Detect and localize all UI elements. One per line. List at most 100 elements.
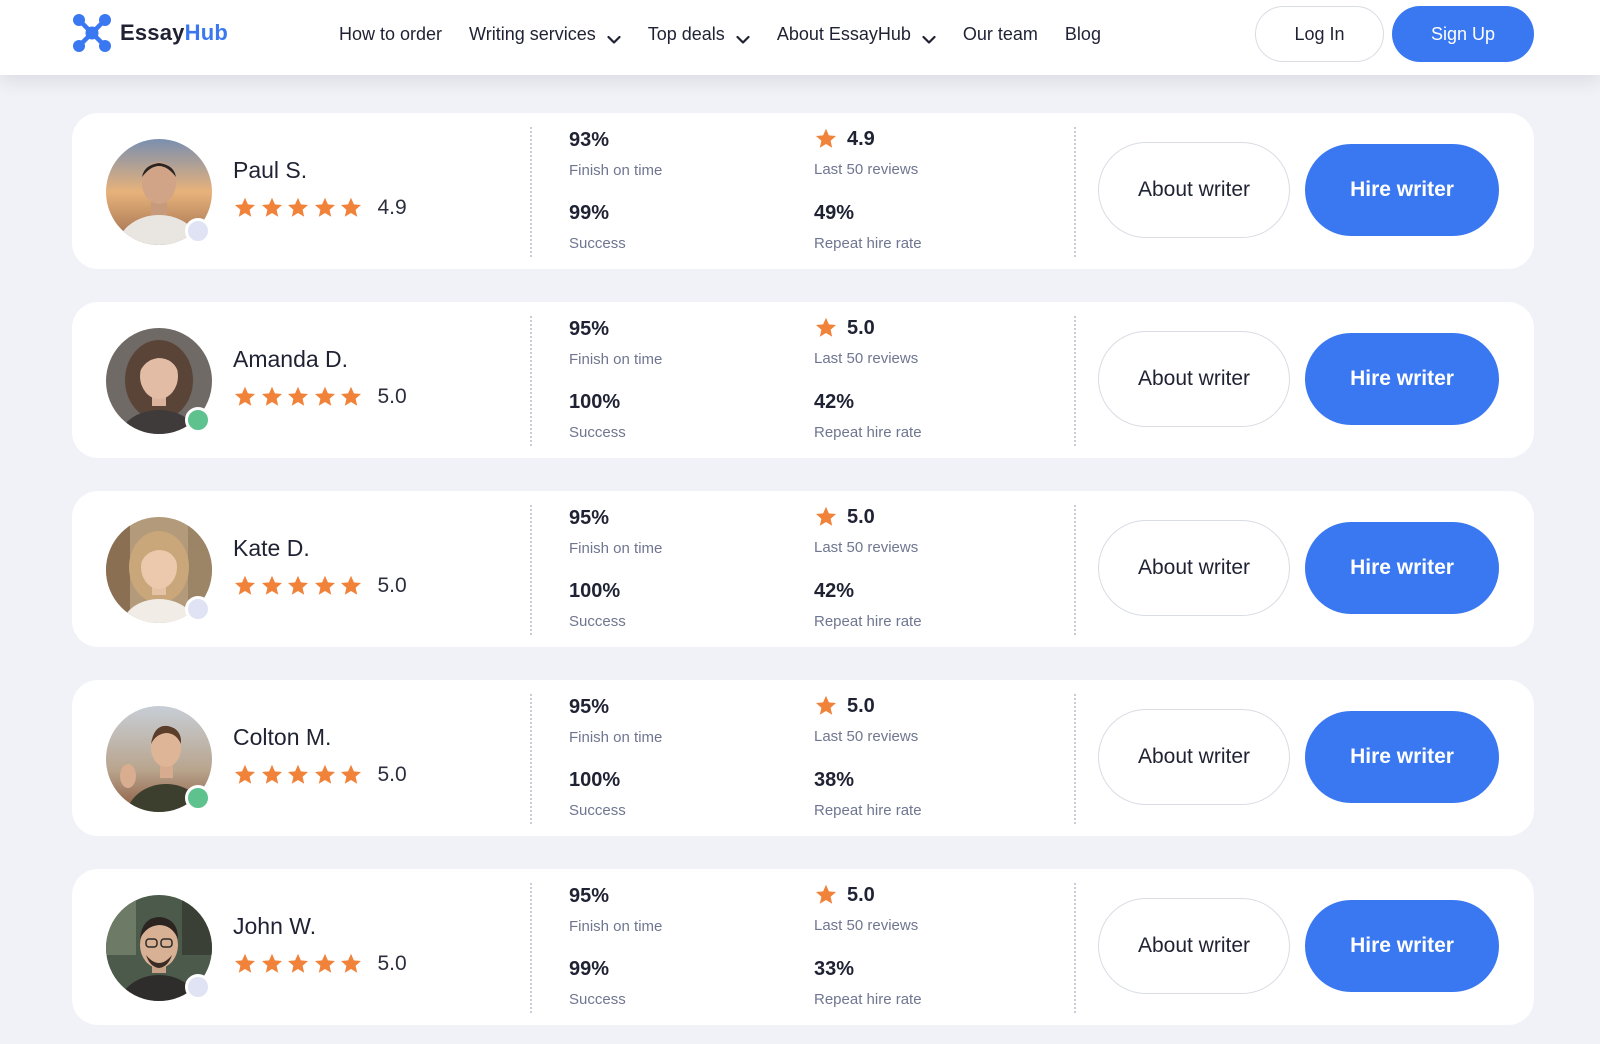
stat-repeat-hire: 42% Repeat hire rate <box>814 391 922 441</box>
stat-last-reviews: 5.0 Last 50 reviews <box>814 694 918 746</box>
hire-writer-button[interactable]: Hire writer <box>1305 333 1499 425</box>
writer-stars: 4.9 <box>233 196 407 220</box>
chevron-down-icon <box>607 29 621 44</box>
star-icon <box>288 764 308 784</box>
star-icon <box>341 197 361 217</box>
nav-top-deals[interactable]: Top deals <box>648 24 750 45</box>
stat-finish-on-time: 95% Finish on time <box>569 885 662 935</box>
nav-about-essayhub[interactable]: About EssayHub <box>777 24 936 45</box>
about-writer-button[interactable]: About writer <box>1098 520 1290 616</box>
stat-value: 5.0 <box>847 316 875 339</box>
stat-value: 95% <box>569 318 610 340</box>
nav-blog[interactable]: Blog <box>1065 24 1101 45</box>
stat-value: 38% <box>814 769 855 791</box>
stat-value: 95% <box>569 696 610 718</box>
about-writer-button[interactable]: About writer <box>1098 331 1290 427</box>
stat-repeat-hire: 49% Repeat hire rate <box>814 202 922 252</box>
stat-label: Last 50 reviews <box>814 917 919 934</box>
star-icon <box>235 197 255 217</box>
stat-label: Finish on time <box>569 729 663 746</box>
star-icon <box>816 317 836 337</box>
hire-writer-button[interactable]: Hire writer <box>1305 711 1499 803</box>
writer-rating: 5.0 <box>377 574 407 597</box>
card-divider <box>1074 505 1076 635</box>
writer-name: John W. <box>233 913 317 939</box>
logo-wordmark: EssayHub <box>120 20 228 46</box>
about-writer-button[interactable]: About writer <box>1098 898 1290 994</box>
chevron-down-icon <box>736 29 750 44</box>
stat-value: 42% <box>814 391 855 413</box>
star-icon <box>288 575 308 595</box>
stat-label: Success <box>569 991 626 1008</box>
writer-avatar[interactable] <box>106 139 212 245</box>
stat-value: 5.0 <box>847 505 875 528</box>
writer-avatar[interactable] <box>106 895 212 1001</box>
stat-value: 100% <box>569 769 621 791</box>
nav-how-to-order[interactable]: How to order <box>339 24 442 45</box>
star-icon <box>816 695 836 715</box>
writer-avatar[interactable] <box>106 328 212 434</box>
star-icon <box>816 884 836 904</box>
stat-last-reviews: 4.9 Last 50 reviews <box>814 127 919 179</box>
star-icon <box>341 764 361 784</box>
stat-value: 33% <box>814 958 855 980</box>
star-icon <box>288 197 308 217</box>
about-writer-button[interactable]: About writer <box>1098 709 1290 805</box>
writer-avatar[interactable] <box>106 706 212 812</box>
stat-value: 5.0 <box>847 694 875 717</box>
star-icon <box>816 506 836 526</box>
writer-avatar[interactable] <box>106 517 212 623</box>
writer-card: Colton M. 5.0 95% Finish on time 100% Su… <box>72 680 1534 836</box>
star-icon <box>288 953 308 973</box>
status-dot <box>185 218 211 244</box>
star-icon <box>288 386 308 406</box>
logo-word-hub: Hub <box>184 20 228 45</box>
signup-button[interactable]: Sign Up <box>1392 6 1534 62</box>
nav-label: Our team <box>962 23 1038 44</box>
card-divider <box>1074 694 1076 824</box>
stat-label: Repeat hire rate <box>814 235 922 252</box>
writer-rating: 4.9 <box>377 196 407 219</box>
stat-value: 100% <box>569 391 621 413</box>
nav-label: Top deals <box>647 23 725 44</box>
about-writer-button[interactable]: About writer <box>1098 142 1290 238</box>
card-divider <box>530 694 532 824</box>
stat-finish-on-time: 95% Finish on time <box>569 696 662 746</box>
star-icon <box>261 386 282 406</box>
stat-success: 99% Success <box>569 958 626 1008</box>
star-icon <box>235 953 255 973</box>
stat-value: 93% <box>569 129 610 151</box>
stat-success: 100% Success <box>569 769 626 819</box>
stat-label: Last 50 reviews <box>814 161 919 178</box>
hire-writer-button[interactable]: Hire writer <box>1305 522 1499 614</box>
nav-label: About EssayHub <box>776 23 911 44</box>
nav-label: Blog <box>1064 23 1101 44</box>
stat-label: Last 50 reviews <box>814 539 919 556</box>
login-button[interactable]: Log In <box>1255 6 1384 62</box>
avatar-photo <box>106 139 212 245</box>
star-icon <box>261 764 282 784</box>
star-icon <box>341 953 361 973</box>
card-divider <box>530 883 532 1013</box>
stat-value: 42% <box>814 580 855 602</box>
nav-label: How to order <box>339 23 443 44</box>
card-divider <box>530 316 532 446</box>
status-dot <box>185 596 211 622</box>
hire-writer-button[interactable]: Hire writer <box>1305 900 1499 992</box>
site-logo[interactable]: EssayHub <box>72 13 228 53</box>
stat-success: 100% Success <box>569 391 626 441</box>
stat-label: Finish on time <box>569 351 663 368</box>
stat-finish-on-time: 93% Finish on time <box>569 129 662 179</box>
nav-our-team[interactable]: Our team <box>963 24 1038 45</box>
star-icon <box>314 953 335 973</box>
card-divider <box>530 505 532 635</box>
star-icon <box>341 575 361 595</box>
main-nav: How to order Writing services Top deals … <box>339 0 1128 68</box>
nav-writing-services[interactable]: Writing services <box>469 24 621 45</box>
writer-stars: 5.0 <box>233 385 407 409</box>
stat-value: 95% <box>569 507 610 529</box>
stat-finish-on-time: 95% Finish on time <box>569 507 662 557</box>
stat-repeat-hire: 33% Repeat hire rate <box>814 958 922 1008</box>
hire-writer-button[interactable]: Hire writer <box>1305 144 1499 236</box>
star-icon <box>314 386 335 406</box>
